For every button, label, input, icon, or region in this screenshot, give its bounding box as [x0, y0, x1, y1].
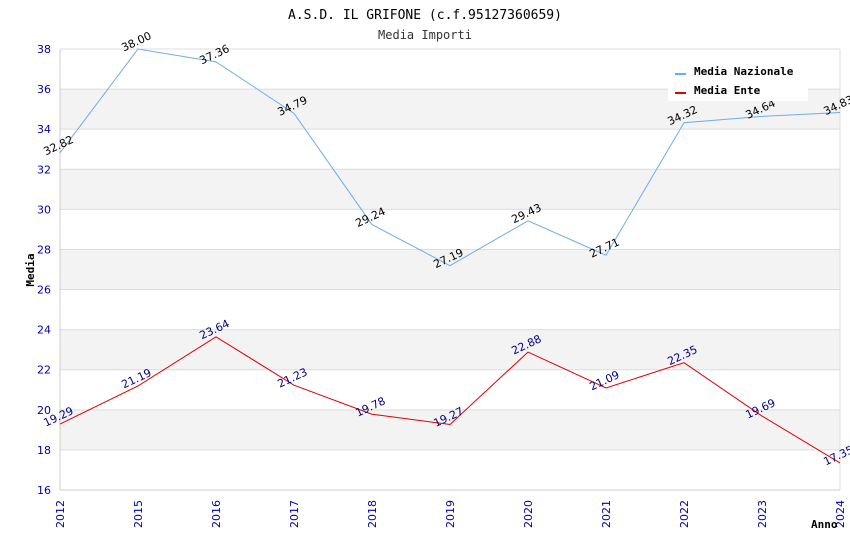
x-tick-label: 2020 — [522, 500, 535, 528]
grid-band — [60, 249, 840, 290]
y-tick-label: 22 — [37, 364, 51, 377]
chart-title: A.S.D. IL GRIFONE (c.f.95127360659) — [288, 8, 562, 23]
legend-box — [668, 61, 808, 101]
series-line-media-nazionale — [59, 48, 841, 267]
x-tick-label: 2012 — [54, 500, 67, 528]
y-axis-label: Media — [24, 253, 37, 286]
x-tick-label: 2022 — [678, 500, 691, 528]
y-tick-label: 20 — [37, 404, 51, 417]
x-tick-label: 2016 — [210, 500, 223, 528]
x-tick-label: 2023 — [756, 500, 769, 528]
legend-label-media-ente: Media Ente — [694, 84, 761, 97]
gridlines — [60, 48, 840, 491]
data-label: 37.36 — [197, 42, 231, 67]
y-tick-label: 38 — [37, 43, 51, 56]
x-tick-label: 2015 — [132, 500, 145, 528]
y-tick-label: 16 — [37, 484, 51, 497]
x-tick-label: 2018 — [366, 500, 379, 528]
grid-band — [60, 169, 840, 210]
grid-band — [60, 329, 840, 370]
y-tick-label: 30 — [37, 203, 51, 216]
y-tick-label: 24 — [37, 324, 51, 337]
y-tick-label: 26 — [37, 284, 51, 297]
chart-subtitle: Media Importi — [378, 28, 472, 42]
x-tick-labels: 2012 2015 2016 2017 2018 2019 2020 2021 2022 2023… — [54, 500, 847, 528]
legend-label-media-nazionale: Media Nazionale — [694, 65, 794, 78]
legend: Media Nazionale Media Ente — [668, 61, 808, 101]
y-tick-label: 32 — [37, 163, 51, 176]
x-tick-label: 2021 — [600, 500, 613, 528]
axes — [59, 49, 841, 491]
series-line-media-ente — [59, 336, 841, 464]
y-tick-label: 36 — [37, 83, 51, 96]
data-label: 21.09 — [587, 368, 621, 393]
data-label: 32.82 — [41, 133, 75, 158]
y-tick-label: 34 — [37, 123, 51, 136]
x-axis-label: Anno — [811, 518, 838, 531]
y-tick-label: 28 — [37, 243, 51, 256]
x-tick-label: 2019 — [444, 500, 457, 528]
series-lines — [59, 48, 841, 464]
grid-band — [60, 409, 840, 450]
grid-bands — [60, 89, 840, 450]
x-tick-label: 2017 — [288, 500, 301, 528]
y-tick-label: 18 — [37, 444, 51, 457]
x-tick-label: 2024 — [834, 500, 847, 528]
y-tick-labels: 16 18 20 22 24 26 28 30 32 34 36 38 — [37, 43, 51, 497]
